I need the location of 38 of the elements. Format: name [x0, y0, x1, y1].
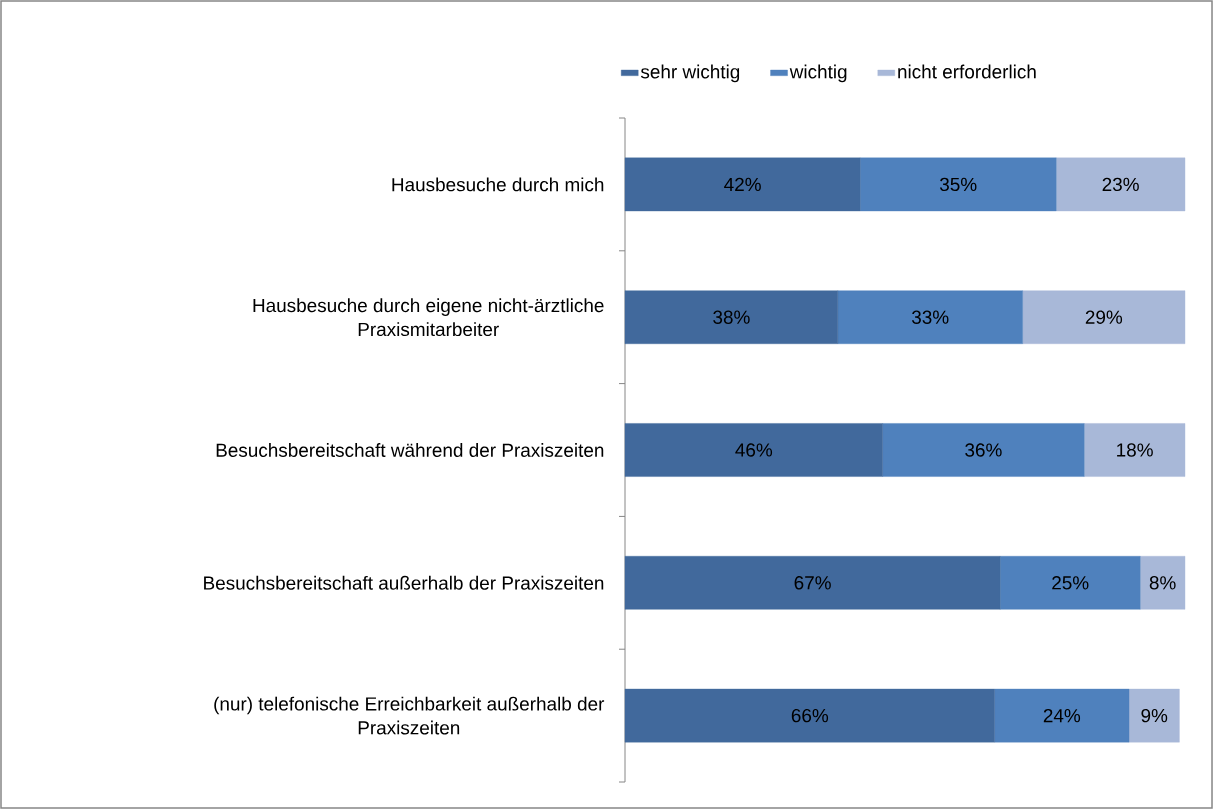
bar — [1084, 423, 1186, 477]
data-label: 33% — [911, 310, 949, 324]
bar — [1140, 556, 1186, 610]
y-tick-label: Hausbesuche durch mich — [392, 177, 604, 192]
y-tick-label: Besuchsbereitschaft außerhalb der Praxiszeiten — [204, 575, 604, 590]
data-label: 29% — [1085, 310, 1123, 324]
y-tick-label: (nur) telefonische Erreichbarkeit außerhalb der Praxiszeiten — [214, 696, 605, 735]
data-label: 9% — [1141, 708, 1168, 723]
y-tick-label: Hausbesuche durch eigene nicht-ärztliche Praxismitarbeiter — [253, 298, 604, 337]
bar — [624, 423, 883, 477]
bar — [837, 290, 1023, 344]
data-label: 25% — [1052, 576, 1089, 590]
bar — [1022, 290, 1186, 344]
data-label: 42% — [724, 177, 761, 192]
bar — [624, 556, 1001, 610]
bar — [1056, 157, 1186, 212]
data-label: 35% — [939, 177, 977, 192]
legend-label: nicht erforderlich — [898, 64, 1036, 79]
bar — [624, 290, 838, 344]
data-label: 66% — [791, 708, 829, 723]
data-label: 67% — [794, 576, 831, 590]
bar — [994, 688, 1130, 743]
data-label: 36% — [965, 443, 1002, 457]
data-label: 18% — [1117, 443, 1153, 457]
bar — [624, 157, 861, 212]
bar — [1128, 688, 1180, 743]
legend-label: wichtig — [789, 64, 847, 83]
legend-label: sehr wichtig — [640, 64, 740, 83]
data-label: 38% — [713, 310, 750, 324]
data-label: 8% — [1149, 576, 1176, 590]
data-label: 46% — [735, 443, 773, 457]
data-label: 23% — [1102, 177, 1139, 192]
bar — [860, 157, 1057, 212]
y-tick-label: Besuchsbereitschaft während der Praxiszeiten — [216, 443, 604, 457]
data-label: 24% — [1043, 708, 1081, 723]
bar — [624, 688, 995, 743]
bar — [1000, 556, 1141, 610]
bar — [882, 423, 1085, 477]
